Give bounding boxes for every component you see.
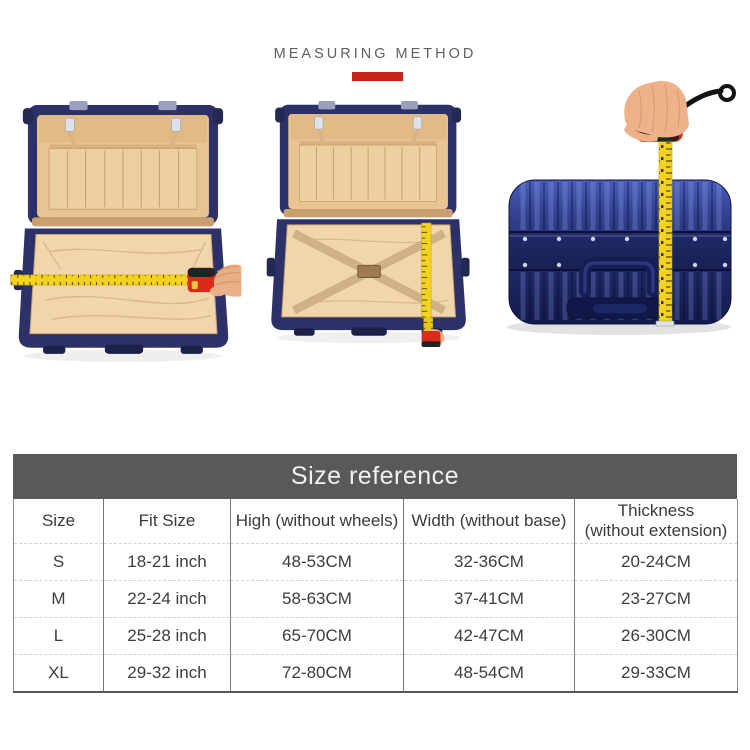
column-header-thickness: Thickness (without extension)	[574, 499, 738, 544]
cell-thickness: 26-30CM	[574, 617, 738, 655]
title-underline	[352, 72, 403, 81]
table-title: Size reference	[13, 454, 737, 499]
column-header-size: Size	[41, 511, 76, 531]
open-suitcase-width-illustration	[10, 101, 242, 362]
cell-fit-size: 22-24 inch	[103, 580, 231, 618]
measure-width-photo	[8, 100, 242, 368]
cell-width: 37-41CM	[403, 580, 575, 618]
table-row: XL 29-32 inch 72-80CM 48-54CM 29-33CM	[13, 654, 738, 692]
cell-width: 32-36CM	[403, 543, 575, 581]
hand	[209, 264, 242, 297]
cell-fit-size: 29-32 inch	[103, 654, 231, 692]
measure-depth-photo	[262, 100, 478, 368]
open-suitcase-depth-illustration	[266, 100, 470, 347]
cell-fit-size: 25-28 inch	[103, 617, 231, 655]
measuring-tape-horizontal	[10, 267, 216, 293]
page-title: MEASURING METHOD	[273, 46, 477, 62]
table-row: L 25-28 inch 65-70CM 42-47CM 26-30CM	[13, 617, 738, 655]
cell-high: 65-70CM	[230, 617, 404, 655]
table-row: M 22-24 inch 58-63CM 37-41CM 23-27CM	[13, 580, 738, 618]
cell-high: 58-63CM	[230, 580, 404, 618]
table-header-row: Size Fit Size High (without wheels) Widt…	[14, 499, 738, 544]
closed-suitcase-height-illustration	[507, 80, 736, 335]
column-header-width: Width (without base)	[403, 499, 575, 544]
cell-size: L	[13, 617, 104, 655]
cell-width: 48-54CM	[403, 654, 575, 692]
cell-fit-size: 18-21 inch	[103, 543, 231, 581]
column-header-fit-size: Fit Size	[103, 499, 231, 544]
hand	[624, 80, 689, 142]
cell-thickness: 20-24CM	[574, 543, 738, 581]
cell-thickness: 29-33CM	[574, 654, 738, 692]
size-reference-table: Size Fit Size High (without wheels) Widt…	[13, 499, 738, 693]
column-header-high: High (without wheels)	[230, 499, 404, 544]
cell-high: 72-80CM	[230, 654, 404, 692]
measuring-tape-height	[655, 133, 675, 327]
measure-height-photo	[497, 80, 747, 344]
table-row: S 18-21 inch 48-53CM 32-36CM 20-24CM	[13, 543, 738, 581]
cell-size: S	[13, 543, 104, 581]
size-reference-section: Size reference Size Fit Size High (witho…	[13, 454, 738, 693]
cell-size: XL	[13, 654, 104, 692]
measuring-tape-vertical	[421, 222, 445, 347]
cell-thickness: 23-27CM	[574, 580, 738, 618]
cell-high: 48-53CM	[230, 543, 404, 581]
cell-size: M	[13, 580, 104, 618]
cell-width: 42-47CM	[403, 617, 575, 655]
